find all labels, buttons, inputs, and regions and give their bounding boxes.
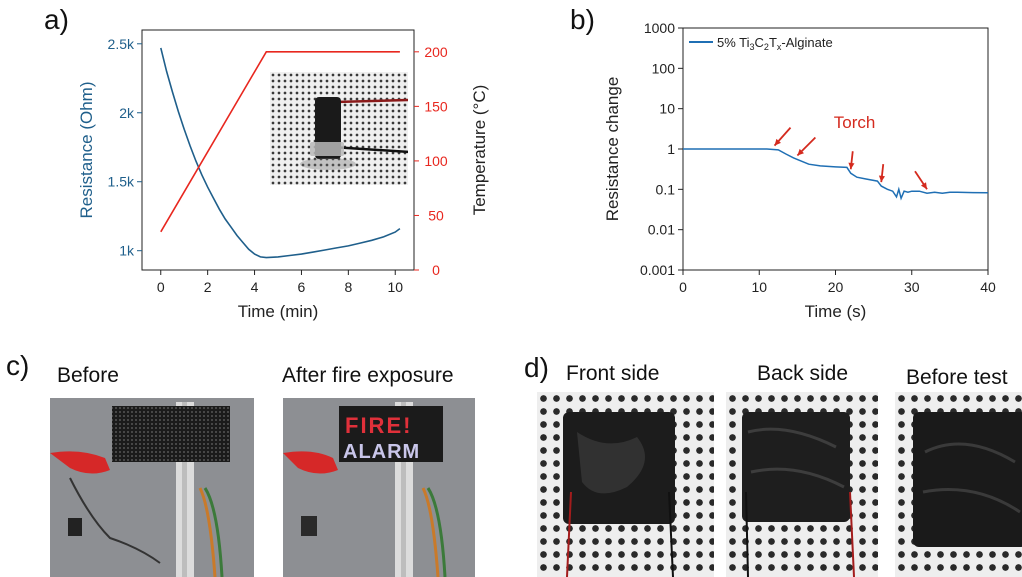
x-tick-label: 2 [204,279,212,295]
before-test-caption: Before test [906,366,1008,389]
y-tick-label: 1000 [644,20,675,36]
x-tick-label: 20 [828,279,844,295]
x-tick-label: 0 [679,279,687,295]
x-tick-label: 8 [344,279,352,295]
arrow-4-head [878,175,885,183]
y-tick-label: 1.5k [108,174,135,190]
back-side-caption: Back side [757,362,849,385]
x-tick-label: 6 [298,279,306,295]
y2-tick-label: 150 [424,98,448,114]
panel-b-letter: b) [570,4,595,35]
x-axis-label: Time (min) [238,302,319,321]
before-test-sample [913,412,1022,547]
before-test-photo [895,392,1022,577]
arrow-1-head [774,138,781,146]
x-tick-label: 30 [904,279,920,295]
y2-tick-label: 0 [432,262,440,278]
before-photo [50,398,254,577]
chart-a: 0 2 4 6 8 10 1k 1.5k 2k 2.5k 0 50 100 150 200 Time (min… [77,29,489,321]
temperature-series-line [160,51,400,233]
chart-b-plot: 0 10 20 30 40 0.001 0.01 0.1 1 10 100 1000 Time (s) R… [603,20,996,321]
sensor-photo-drawing [300,97,408,170]
y2-axis-label: Temperature (°C) [470,85,489,216]
y-axis-label: Resistance (Ohm) [77,82,96,219]
before-photo-drawing [50,398,254,577]
chart-a-frame [141,29,415,271]
after-photo-drawing: FIRE! ALARM [283,398,475,577]
back-side-photo [726,392,878,577]
y-tick-label: 0.01 [648,222,675,238]
after-photo: FIRE! ALARM [283,398,475,577]
y-tick-label: 1 [667,141,675,157]
y2-tick-label: 100 [424,153,448,169]
torch-annotation: Torch [834,113,876,132]
y2-tick-label: 200 [424,44,448,60]
x-tick-label: 0 [157,279,165,295]
x-tick-label: 10 [387,279,403,295]
y-tick-label: 10 [659,101,675,117]
y2-tick-label: 50 [428,207,444,223]
panel-c-letter: c) [6,350,30,381]
front-side-sample [563,412,675,577]
arrow-3-head [848,162,855,170]
y-tick-label: 2.5k [108,36,135,52]
resistance-change-series-line [683,148,989,201]
y-tick-label: 0.001 [640,262,675,278]
x-axis-label: Time (s) [805,302,867,321]
y-tick-label: 2k [119,105,135,121]
arrow-5-head [920,182,927,190]
back-side-sample [742,412,855,577]
front-side-caption: Front side [566,362,660,385]
panel-d-letter: d) [524,352,549,383]
resistance-series-line [160,47,401,259]
before-caption: Before [57,364,119,387]
x-tick-label: 40 [980,279,996,295]
chart-b: 0 10 20 30 40 0.001 0.01 0.1 1 10 100 1000 Time (s) R… [603,20,996,321]
y-tick-label: 1k [119,243,135,259]
y-tick-label: 100 [652,60,676,76]
chart-a-inset-photo [270,72,408,185]
x-tick-label: 4 [251,279,259,295]
led-line-1: FIRE! [345,413,412,438]
x-tick-label: 10 [751,279,767,295]
y-tick-label: 0.1 [656,181,676,197]
y-axis-label: Resistance change [603,77,622,222]
chart-a-plot: 0 2 4 6 8 10 1k 1.5k 2k 2.5k 0 50 100 150 200 Time (min… [77,29,489,321]
panel-a-letter: a) [44,4,69,35]
front-side-photo [537,392,714,577]
legend-label: 5% Ti3C2Tx-Alginate [717,35,833,52]
after-fire-caption: After fire exposure [282,364,454,387]
arrow-2-head [797,148,804,156]
led-line-2: ALARM [343,441,420,463]
